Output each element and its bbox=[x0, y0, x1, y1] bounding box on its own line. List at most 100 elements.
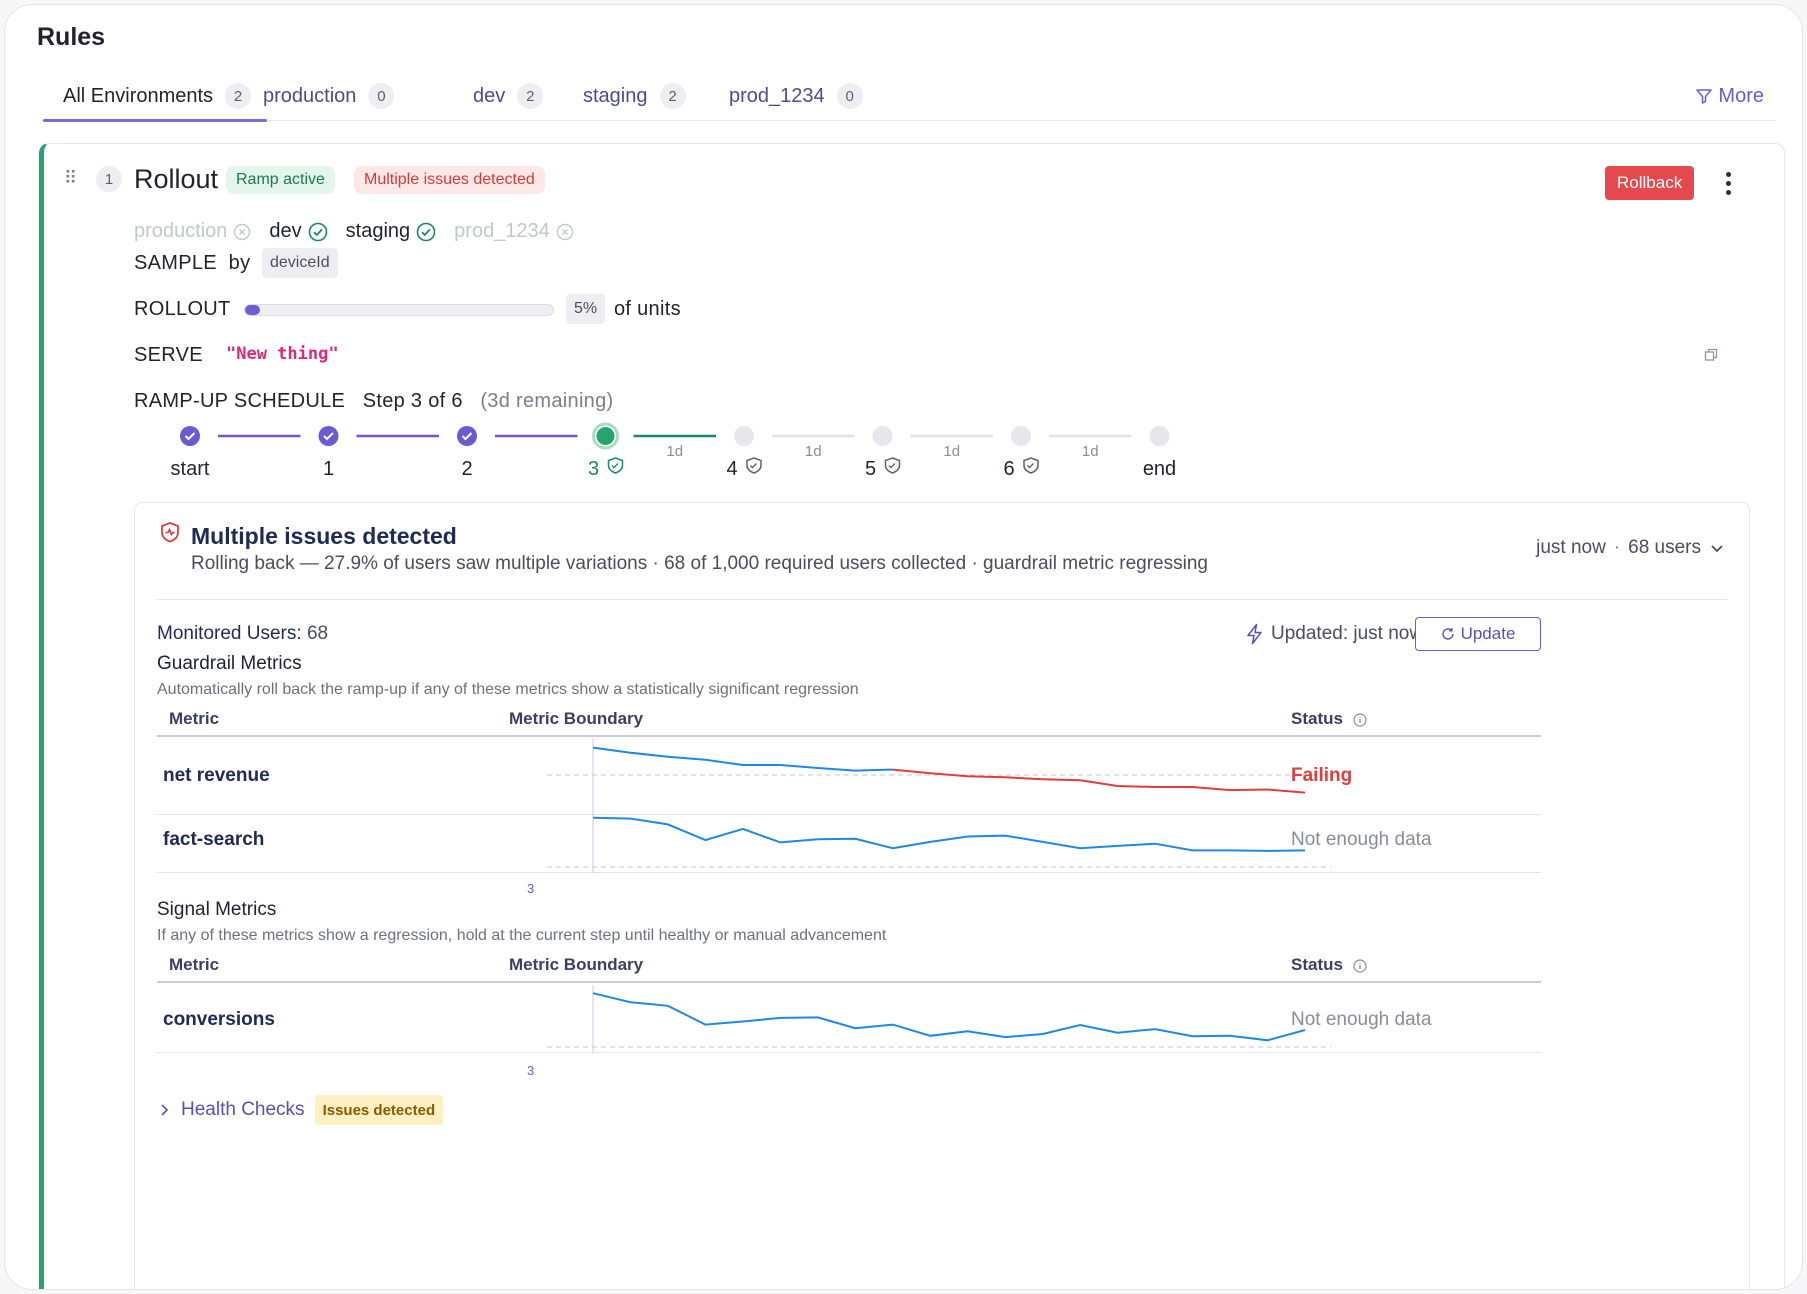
monitored-label: Monitored Users: bbox=[157, 623, 302, 644]
step-label: 5 bbox=[865, 458, 876, 480]
col-metric-boundary: Metric Boundary bbox=[509, 709, 644, 728]
col-status: Status bbox=[1291, 709, 1343, 728]
chevron-right-icon bbox=[161, 1104, 169, 1116]
metric-series-line bbox=[592, 746, 893, 772]
tab-label: dev bbox=[473, 84, 506, 107]
col-metric-boundary: Metric Boundary bbox=[509, 955, 644, 974]
rollout-percent: 5% bbox=[566, 294, 606, 324]
step-label: 3 bbox=[588, 458, 599, 480]
info-icon[interactable] bbox=[1353, 959, 1367, 973]
tab-count: 2 bbox=[225, 83, 252, 109]
shield-icon bbox=[746, 457, 762, 474]
ramp-step: 1 bbox=[318, 426, 339, 480]
step-marker-label: 3 bbox=[527, 1063, 535, 1078]
ramp-step: end bbox=[1143, 426, 1176, 480]
ramp-step: 2 bbox=[457, 426, 477, 480]
separator-dot: · bbox=[1613, 537, 1621, 558]
col-status: Status bbox=[1291, 955, 1343, 974]
signal-table-header: Metric Metric Boundary Status bbox=[157, 949, 1541, 983]
signal-title: Signal Metrics bbox=[157, 899, 277, 920]
tab-dev[interactable]: dev 2 bbox=[473, 71, 544, 121]
rollout-progress-fill bbox=[245, 305, 261, 315]
check-circle-icon bbox=[416, 222, 436, 241]
tab-prod-1234[interactable]: prod_1234 0 bbox=[729, 71, 863, 121]
copy-icon[interactable] bbox=[1704, 348, 1718, 362]
issue-panel: Multiple issues detected Rolling back — … bbox=[134, 502, 1750, 1289]
env-name: dev bbox=[269, 220, 302, 242]
metric-series-line bbox=[592, 992, 1306, 1042]
rollout-suffix: of units bbox=[614, 298, 681, 320]
tab-count: 2 bbox=[659, 83, 686, 109]
env-dev: dev bbox=[269, 220, 327, 243]
rollback-button[interactable]: Rollback bbox=[1605, 166, 1695, 200]
guardrail-table-header: Metric Metric Boundary Status bbox=[157, 703, 1541, 737]
metric-status: Not enough data bbox=[1291, 829, 1432, 850]
env-name: production bbox=[134, 220, 228, 242]
ramp-step: Step 3 of 6 bbox=[362, 390, 463, 412]
sample-label: SAMPLE bbox=[134, 252, 217, 274]
env-production: production bbox=[134, 220, 251, 243]
page-title: Rules bbox=[37, 23, 106, 51]
table-row: fact-search Not enough data bbox=[157, 805, 1541, 873]
health-checks-toggle[interactable]: Health Checks Issues detected bbox=[159, 1095, 444, 1125]
more-filter-button[interactable]: More bbox=[1696, 71, 1764, 121]
table-row: conversions Not enough data bbox=[157, 985, 1541, 1053]
env-prod-1234: prod_1234 bbox=[454, 220, 574, 243]
more-options-icon[interactable] bbox=[1723, 170, 1733, 198]
rule-card: ⠿ 1 Rollout Ramp active Multiple issues … bbox=[39, 143, 1785, 1289]
tab-count: 0 bbox=[368, 83, 395, 109]
update-button[interactable]: Update bbox=[1415, 617, 1541, 651]
updated-status: Updated: just now bbox=[1245, 623, 1423, 645]
metric-boundary-chart bbox=[547, 805, 1331, 873]
step-label: end bbox=[1143, 458, 1176, 480]
step-marker-label: 3 bbox=[527, 881, 535, 896]
tab-count: 2 bbox=[517, 83, 544, 109]
rollout-progress-bar bbox=[244, 304, 554, 316]
step-duration: 1d bbox=[1082, 443, 1099, 460]
shield-icon bbox=[1023, 457, 1039, 474]
lightning-icon bbox=[1247, 623, 1262, 645]
step-duration: 1d bbox=[805, 443, 822, 460]
metric-boundary-chart bbox=[547, 739, 1331, 815]
check-circle-icon bbox=[308, 222, 327, 241]
step-label: start bbox=[171, 458, 210, 480]
tab-staging[interactable]: staging 2 bbox=[583, 71, 686, 121]
more-label: More bbox=[1718, 84, 1764, 107]
environment-tabs: All Environments 2 production 0 dev 2 st… bbox=[41, 71, 1776, 122]
metric-name: net revenue bbox=[163, 765, 270, 786]
ramp-row: RAMP-UP SCHEDULE Step 3 of 6 (3d remaini… bbox=[134, 390, 614, 413]
tab-label: staging bbox=[583, 84, 648, 107]
ramp-step: start bbox=[171, 426, 210, 480]
tab-production[interactable]: production 0 bbox=[263, 71, 395, 121]
drag-handle-icon[interactable]: ⠿ bbox=[64, 168, 77, 188]
health-label: Health Checks bbox=[181, 1099, 305, 1120]
health-badge: Issues detected bbox=[314, 1095, 444, 1125]
issue-summary-toggle[interactable]: just now · 68 users bbox=[1536, 537, 1725, 559]
update-label: Update bbox=[1460, 624, 1516, 643]
tab-all-environments[interactable]: All Environments 2 bbox=[42, 71, 268, 122]
environment-list: production dev staging prod_1234 bbox=[134, 220, 574, 243]
ramp-status-badge: Ramp active bbox=[226, 166, 335, 194]
rules-panel: Rules All Environments 2 production 0 de… bbox=[4, 4, 1803, 1290]
step-label: 4 bbox=[726, 458, 737, 480]
shield-icon bbox=[884, 457, 901, 474]
issue-subtitle: Rolling back — 27.9% of users saw multip… bbox=[191, 553, 1208, 574]
metric-regression-line bbox=[892, 768, 1306, 794]
tab-label: prod_1234 bbox=[729, 84, 825, 107]
ramp-step: 3 bbox=[588, 422, 624, 480]
issue-time: just now bbox=[1536, 537, 1606, 558]
shield-alert-icon bbox=[161, 522, 179, 543]
issue-title: Multiple issues detected bbox=[191, 523, 457, 549]
env-name: prod_1234 bbox=[454, 220, 550, 242]
sample-by: by bbox=[228, 252, 251, 274]
tab-label: production bbox=[263, 84, 357, 107]
step-label: 2 bbox=[461, 458, 472, 480]
rule-title: Rollout bbox=[134, 164, 219, 194]
rule-number: 1 bbox=[96, 166, 122, 192]
env-name: staging bbox=[345, 220, 411, 242]
info-icon[interactable] bbox=[1353, 713, 1367, 727]
disabled-icon bbox=[556, 223, 574, 240]
rollout-label: ROLLOUT bbox=[134, 298, 231, 320]
ramp-step: 5 bbox=[865, 426, 901, 480]
disabled-icon bbox=[234, 223, 251, 240]
